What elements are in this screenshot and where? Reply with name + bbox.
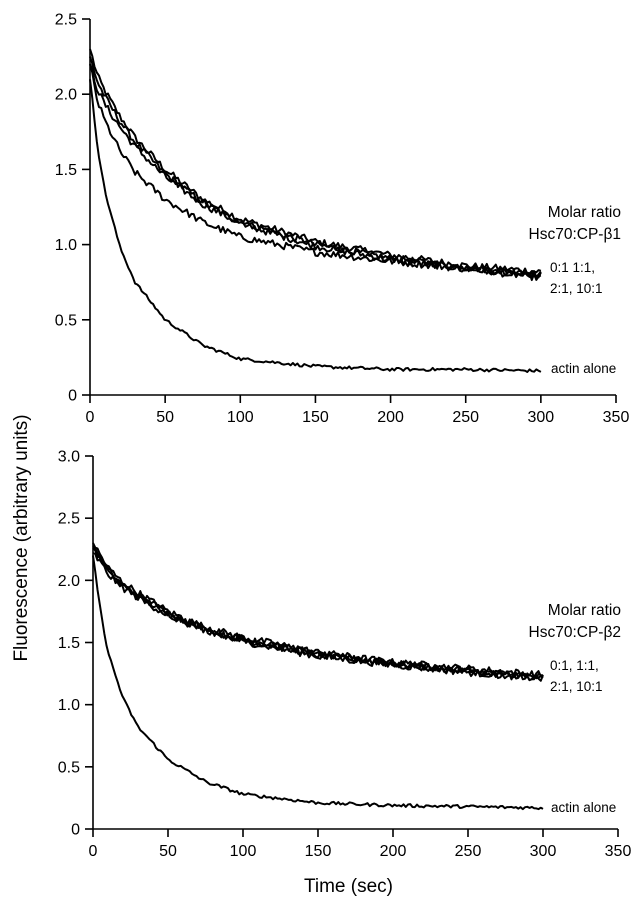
x-tick-label: 350 xyxy=(603,409,630,426)
x-tick-label: 300 xyxy=(528,409,555,426)
bottom-panel: 0 0.5 1.0 1.5 2.0 2.5 3.0 0 50 100 150 200 250 300 350… xyxy=(58,449,632,898)
x-tick-label: 50 xyxy=(159,843,177,860)
legend-title-line-1: Molar ratio xyxy=(548,204,621,221)
series-line xyxy=(92,555,544,811)
top-panel: 0 0.5 1.0 1.5 2.0 2.5 0 50 100 150 200 250 300 350 Mol… xyxy=(55,12,630,427)
y-tick-label: 1.5 xyxy=(55,162,77,179)
legend-title-line-2: Hsc70:CP-β1 xyxy=(529,226,621,243)
y-tick-label: 0.5 xyxy=(58,759,80,776)
y-axis-title: Fluorescence (arbitrary units) xyxy=(11,414,32,661)
y-tick-label: 2.5 xyxy=(55,12,77,29)
series-group-label-line-2: 2:1, 10:1 xyxy=(550,679,603,694)
series-line xyxy=(89,63,542,282)
series-group-label-line-1: 0:1 1:1, xyxy=(550,260,595,275)
series-line xyxy=(89,79,542,373)
x-tick-label: 0 xyxy=(86,409,95,426)
series-group-label-line-1: 0:1, 1:1, xyxy=(550,658,599,673)
x-tick-label: 150 xyxy=(305,843,332,860)
y-tick-label: 0 xyxy=(68,388,77,405)
x-tick-label: 150 xyxy=(302,409,329,426)
x-tick-label: 100 xyxy=(227,409,254,426)
y-tick-label: 2.0 xyxy=(58,573,80,590)
y-tick-label: 0 xyxy=(71,822,80,839)
x-tick-label: 250 xyxy=(455,843,482,860)
x-tick-label: 300 xyxy=(530,843,557,860)
x-tick-label: 200 xyxy=(380,843,407,860)
x-axis-title: Time (sec) xyxy=(304,876,393,897)
y-tick-label: 1.5 xyxy=(58,635,80,652)
control-series-label: actin alone xyxy=(551,800,616,815)
series-line xyxy=(89,63,542,279)
y-tick-label: 1.0 xyxy=(55,237,77,254)
series-line xyxy=(89,56,542,279)
legend-title-line-1: Molar ratio xyxy=(548,602,621,619)
y-tick-label: 3.0 xyxy=(58,449,80,466)
y-tick-label: 0.5 xyxy=(55,312,77,329)
series-line xyxy=(92,544,544,682)
series-line xyxy=(92,552,544,682)
series-group-label-line-2: 2:1, 10:1 xyxy=(550,281,603,296)
series-line xyxy=(89,48,542,275)
x-tick-label: 200 xyxy=(377,409,404,426)
x-tick-label: 350 xyxy=(605,843,632,860)
y-tick-label: 2.5 xyxy=(58,511,80,528)
x-tick-label: 0 xyxy=(89,843,98,860)
x-tick-label: 100 xyxy=(230,843,257,860)
y-tick-label: 2.0 xyxy=(55,87,77,104)
x-tick-label: 250 xyxy=(452,409,479,426)
legend-title-line-2: Hsc70:CP-β2 xyxy=(529,624,621,641)
x-tick-label: 50 xyxy=(156,409,174,426)
y-tick-label: 1.0 xyxy=(58,697,80,714)
control-series-label: actin alone xyxy=(551,361,616,376)
